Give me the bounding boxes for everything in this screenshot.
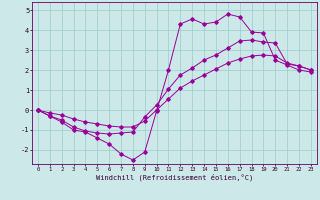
X-axis label: Windchill (Refroidissement éolien,°C): Windchill (Refroidissement éolien,°C) [96,173,253,181]
